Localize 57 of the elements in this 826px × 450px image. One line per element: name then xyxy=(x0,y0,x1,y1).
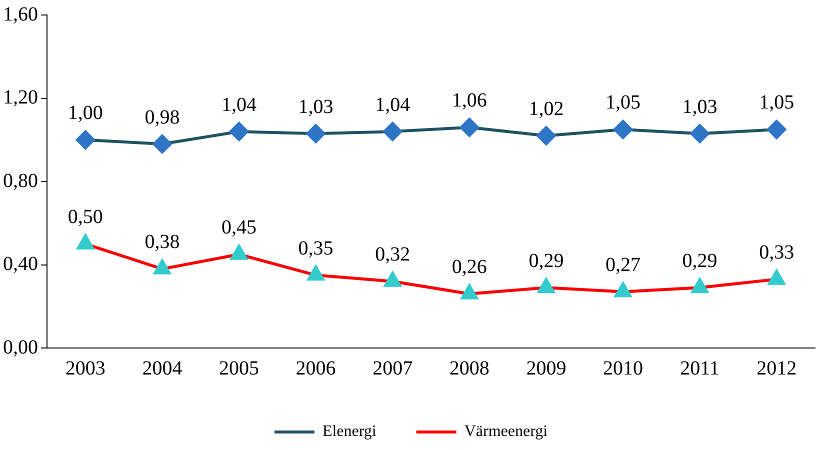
data-label: 0,35 xyxy=(298,237,334,260)
x-tick-label: 2008 xyxy=(449,357,490,380)
point xyxy=(767,120,786,139)
x-tick-label: 2012 xyxy=(756,357,797,380)
data-label: 0,98 xyxy=(144,106,180,128)
data-label: 0,32 xyxy=(375,244,410,266)
x-tick-label: 2004 xyxy=(142,357,182,380)
data-label: 1,03 xyxy=(682,96,718,118)
point xyxy=(614,120,632,139)
data-label: 0,29 xyxy=(528,250,564,272)
data-label: 1,06 xyxy=(452,90,487,112)
point xyxy=(460,284,478,300)
x-tick-label: 2005 xyxy=(219,357,259,380)
data-label: 0,29 xyxy=(682,250,718,272)
data-label: 0,38 xyxy=(144,231,180,254)
x-tick-label: 2010 xyxy=(603,357,643,380)
y-tick-label: 1,20 xyxy=(3,86,38,108)
x-tick-label: 2003 xyxy=(65,357,106,380)
point xyxy=(383,122,402,142)
point xyxy=(306,124,326,144)
data-label: 0,33 xyxy=(759,242,794,264)
x-tick-label: 2007 xyxy=(372,357,413,380)
data-label: 0,50 xyxy=(68,206,103,228)
legend-label: Värmeenergi xyxy=(464,423,548,440)
data-label: 1,00 xyxy=(68,102,103,124)
data-label: 1,02 xyxy=(528,98,564,120)
data-label: 1,05 xyxy=(606,92,640,114)
data-label: 1,04 xyxy=(222,94,256,116)
point xyxy=(614,282,632,298)
y-tick-label: 1,60 xyxy=(3,3,38,26)
data-label: 1,04 xyxy=(375,94,410,116)
point xyxy=(76,234,94,250)
y-tick-label: 0,40 xyxy=(3,253,38,275)
data-label: 0,45 xyxy=(222,216,256,239)
x-tick-label: 2011 xyxy=(680,357,720,380)
point xyxy=(230,244,248,260)
point xyxy=(691,278,708,294)
x-tick-label: 2006 xyxy=(296,357,336,380)
point xyxy=(768,270,786,285)
data-label: 0,27 xyxy=(606,254,640,276)
data-label: 1,03 xyxy=(298,96,334,118)
point xyxy=(154,259,171,274)
point xyxy=(384,272,402,287)
legend-label: Elenergi xyxy=(322,423,377,440)
y-tick-label: 0,00 xyxy=(3,336,38,358)
point xyxy=(76,130,95,150)
point xyxy=(307,266,324,281)
point xyxy=(536,126,556,146)
point xyxy=(152,134,172,154)
y-tick-label: 0,80 xyxy=(3,170,38,192)
data-label: 0,26 xyxy=(452,256,487,278)
point xyxy=(690,124,710,144)
point xyxy=(460,118,479,137)
x-tick-label: 2009 xyxy=(526,357,566,380)
point xyxy=(538,278,555,294)
data-label: 1,05 xyxy=(759,92,794,114)
point xyxy=(230,122,248,142)
